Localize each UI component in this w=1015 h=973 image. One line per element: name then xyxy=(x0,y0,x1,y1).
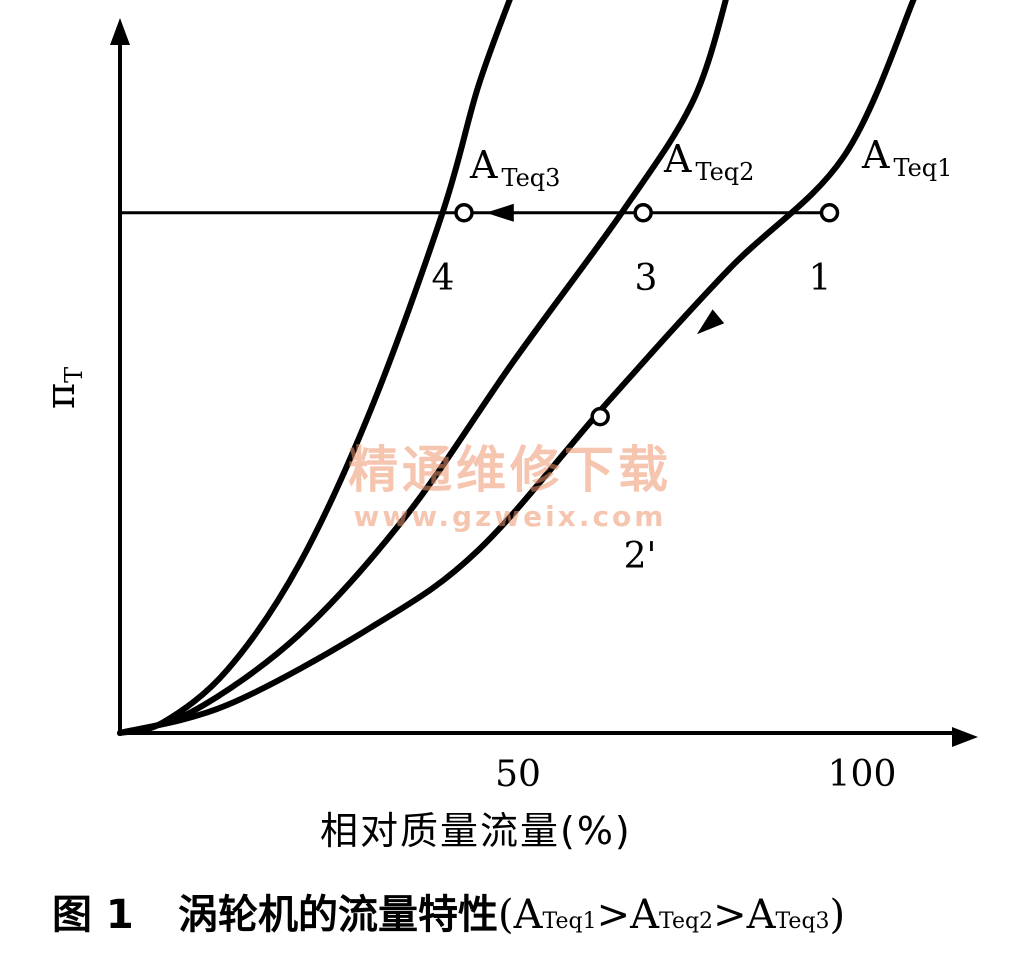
point-3-marker xyxy=(633,203,653,223)
series-label-ateq3: A Teq3 xyxy=(469,143,560,192)
point-2-label: 2' xyxy=(624,536,657,577)
curve-ateq1 xyxy=(117,0,917,736)
watermark: 精通维修下载 www.gzweix.com xyxy=(330,440,690,534)
y-label-sub: T xyxy=(60,367,88,383)
series-label-ateq1: A Teq1 xyxy=(861,133,952,182)
x-axis-label: 相对质量流量(%) xyxy=(320,809,632,853)
arrow-down-left xyxy=(696,309,725,335)
y-axis-label: πT xyxy=(38,367,88,409)
point-2-marker xyxy=(590,406,610,427)
x-tick-label-100: 100 xyxy=(828,754,897,795)
curve-ateq3 xyxy=(117,0,513,736)
point-3-label: 3 xyxy=(635,258,658,299)
caption-term-1: ATeq1 xyxy=(513,892,597,938)
caption-title: 涡轮机的流量特性 xyxy=(178,892,498,938)
caption-paren-open: ( xyxy=(498,892,514,938)
caption-paren-close: ) xyxy=(829,892,846,938)
point-1-label: 1 xyxy=(809,258,832,299)
y-axis-arrowhead xyxy=(110,18,130,45)
caption-term-2: ATeq2 xyxy=(630,892,714,938)
series-label-ateq2: A Teq2 xyxy=(663,137,754,186)
turbine-flow-chart: πT 50 100 1 2' 3 4 A Teq3 A Teq2 A Teq1 xyxy=(38,0,978,795)
x-tick-label-50: 50 xyxy=(495,754,541,795)
y-label-main: π xyxy=(38,383,84,409)
point-4-label: 4 xyxy=(432,258,455,299)
caption-term-3: ATeq3 xyxy=(746,892,830,938)
figure-caption: 图 1 涡轮机的流量特性(ATeq1>ATeq2>ATeq3) xyxy=(52,882,1002,942)
svg-text:πT: πT xyxy=(38,367,88,409)
curve-ateq2 xyxy=(117,0,729,736)
x-axis-arrowhead xyxy=(952,727,978,747)
caption-figure-number: 图 1 xyxy=(52,892,134,938)
point-4-marker xyxy=(454,203,474,223)
caption-gt-1: > xyxy=(596,892,631,938)
caption-gt-2: > xyxy=(713,892,747,938)
arrow-left xyxy=(485,203,514,222)
watermark-text: 精通维修下载 xyxy=(348,441,672,499)
point-1-marker xyxy=(819,203,840,223)
watermark-url: www.gzweix.com xyxy=(353,500,667,533)
